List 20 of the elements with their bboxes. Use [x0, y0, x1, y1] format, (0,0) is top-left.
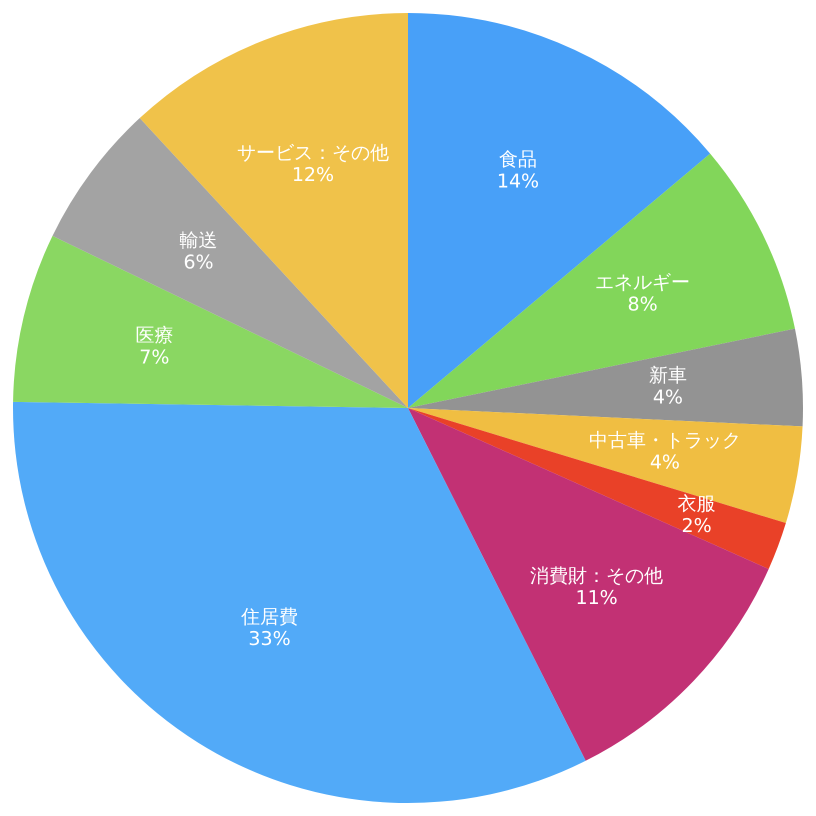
data-label: 4%	[652, 386, 683, 409]
data-label: 11%	[575, 586, 618, 609]
slice-label: 新車	[648, 364, 687, 387]
slice-label: 消費財：その他	[530, 564, 664, 587]
data-label: 14%	[496, 170, 540, 193]
data-label: 4%	[650, 451, 680, 474]
data-label: 8%	[628, 293, 658, 316]
slice-label: 衣服	[678, 492, 716, 515]
data-label: 6%	[183, 252, 214, 274]
data-label: 7%	[139, 346, 170, 369]
slice-label: サービス：その他	[236, 142, 389, 164]
data-label: 12%	[292, 164, 334, 186]
slice-label: エネルギー	[595, 271, 690, 294]
data-label: 33%	[248, 628, 291, 650]
slice-label: 食品	[498, 148, 537, 171]
slice-label: 中古車・トラック	[588, 429, 741, 452]
data-label: 2%	[682, 514, 712, 537]
slice-label: 住居費	[240, 606, 298, 628]
slice-label: 医療	[135, 324, 174, 347]
slice-label: 輸送	[180, 230, 218, 252]
